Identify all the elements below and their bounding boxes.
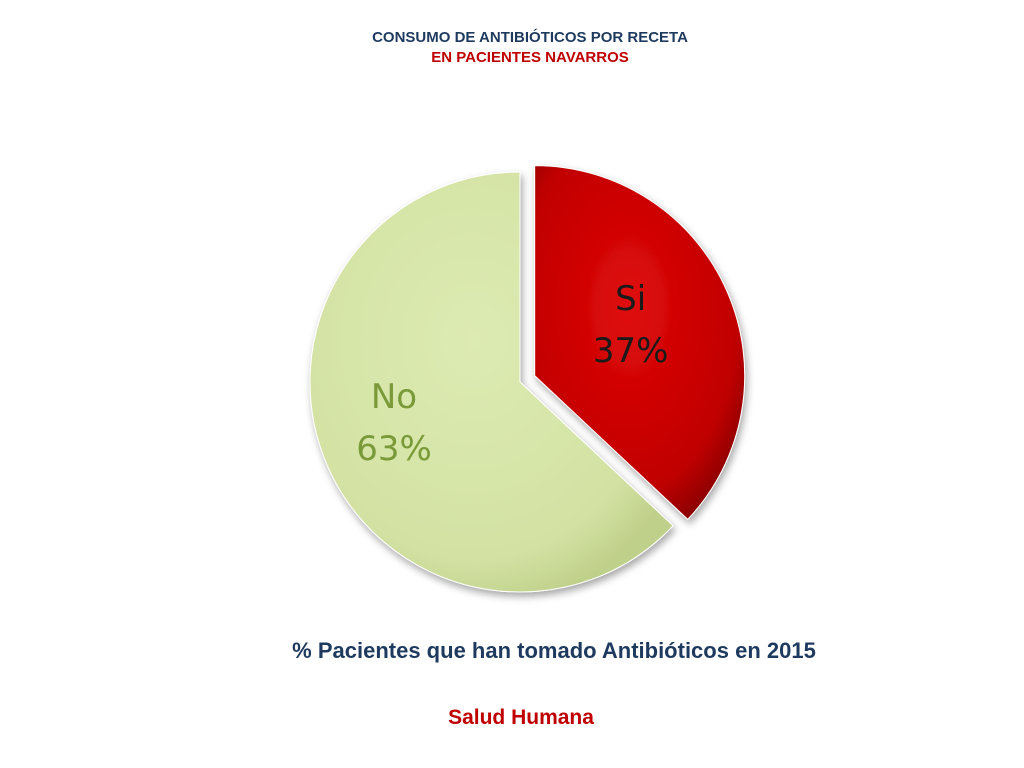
footer-label: Salud Humana — [448, 706, 594, 729]
slice-label-no: No — [371, 377, 417, 417]
slice-value-no: 63% — [356, 429, 432, 469]
chart-caption: % Pacientes que han tomado Antibióticos … — [292, 638, 816, 663]
pie-slice-si — [534, 165, 746, 521]
slice-label-si: Si — [615, 279, 646, 319]
chart-title: CONSUMO DE ANTIBIÓTICOS POR RECETA EN PA… — [0, 28, 1024, 68]
title-line-1: CONSUMO DE ANTIBIÓTICOS POR RECETA — [372, 29, 688, 46]
pie-slice-no — [309, 171, 674, 593]
title-line-2: EN PACIENTES NAVARROS — [431, 49, 629, 66]
slice-value-si: 37% — [593, 331, 669, 371]
